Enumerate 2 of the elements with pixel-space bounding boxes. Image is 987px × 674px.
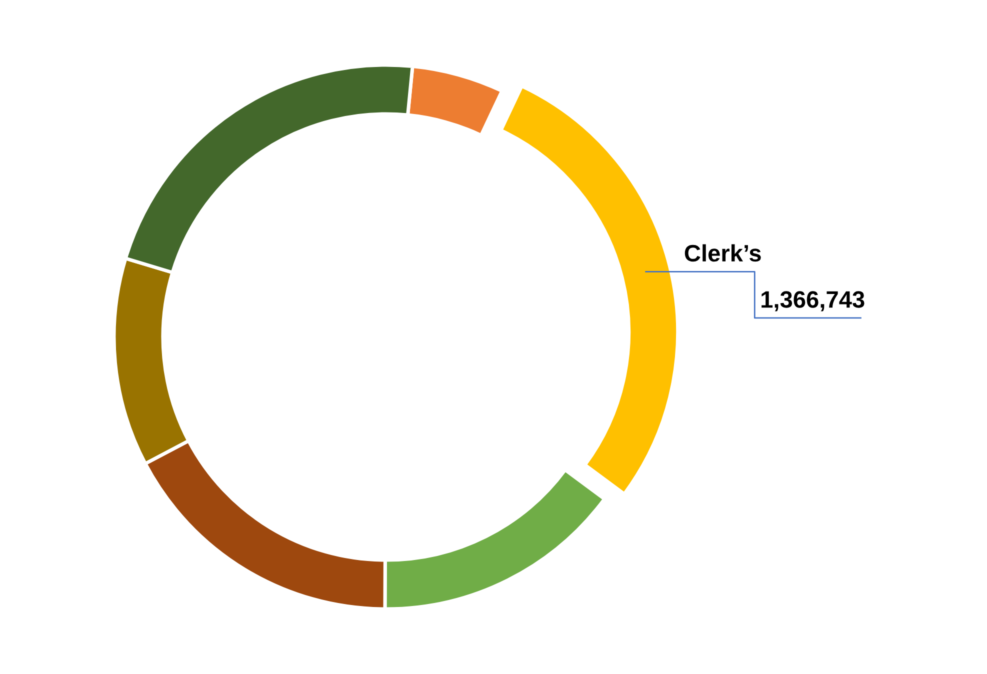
data-label: 1,366,743 bbox=[762, 291, 864, 312]
slice-label: Clerk’s bbox=[684, 244, 761, 262]
